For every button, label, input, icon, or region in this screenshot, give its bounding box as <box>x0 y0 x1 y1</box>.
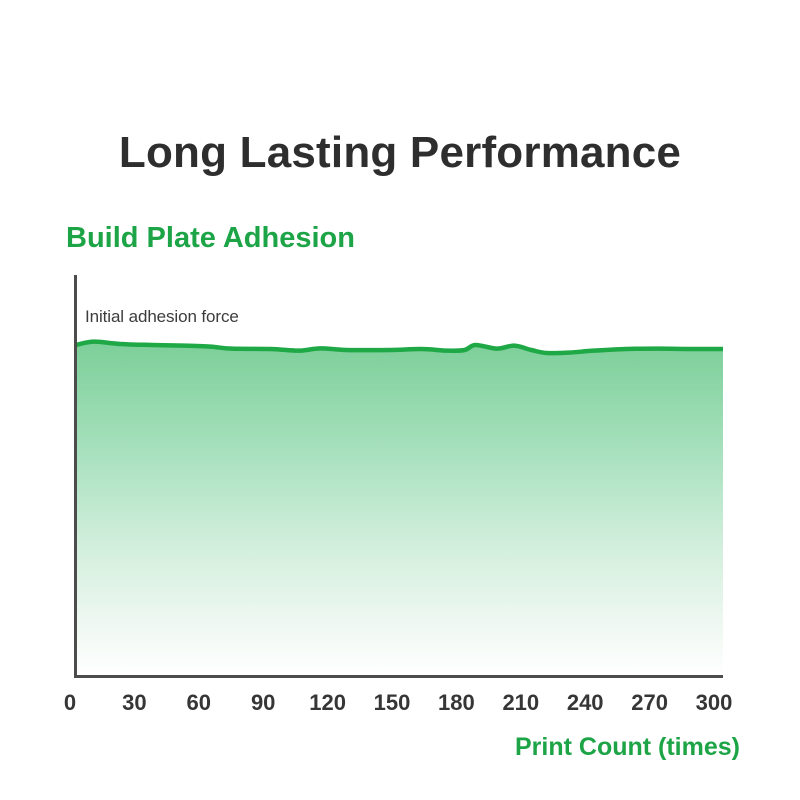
page-title: Long Lasting Performance <box>118 128 682 178</box>
chart-subtitle: Build Plate Adhesion <box>66 222 355 254</box>
x-tick-label: 90 <box>250 690 276 715</box>
x-tick-label: 180 <box>438 690 475 715</box>
x-tick-label: 210 <box>502 690 540 715</box>
x-tick-label: 300 <box>695 690 733 715</box>
y-axis-line <box>74 275 77 678</box>
x-tick-label: 150 <box>373 690 411 715</box>
x-tick-label: 60 <box>186 690 212 715</box>
x-tick-label: 270 <box>631 690 668 715</box>
x-axis-line <box>74 675 723 678</box>
x-tick-label: 240 <box>566 690 604 715</box>
area-fill <box>77 341 723 675</box>
annotation-initial-adhesion-force: Initial adhesion force <box>85 307 239 326</box>
x-axis-label: Print Count (times) <box>515 733 740 761</box>
x-axis-ticks: 0 30 60 90 120 150 180 210 240 270 300 <box>64 690 732 716</box>
x-tick-label: 120 <box>309 690 346 715</box>
x-tick-label: 30 <box>122 690 147 715</box>
adhesion-area-chart <box>77 339 723 675</box>
x-tick-label: 0 <box>63 690 77 715</box>
chart-plot-area: Initial adhesion force <box>77 275 723 675</box>
adhesion-line <box>77 339 723 356</box>
